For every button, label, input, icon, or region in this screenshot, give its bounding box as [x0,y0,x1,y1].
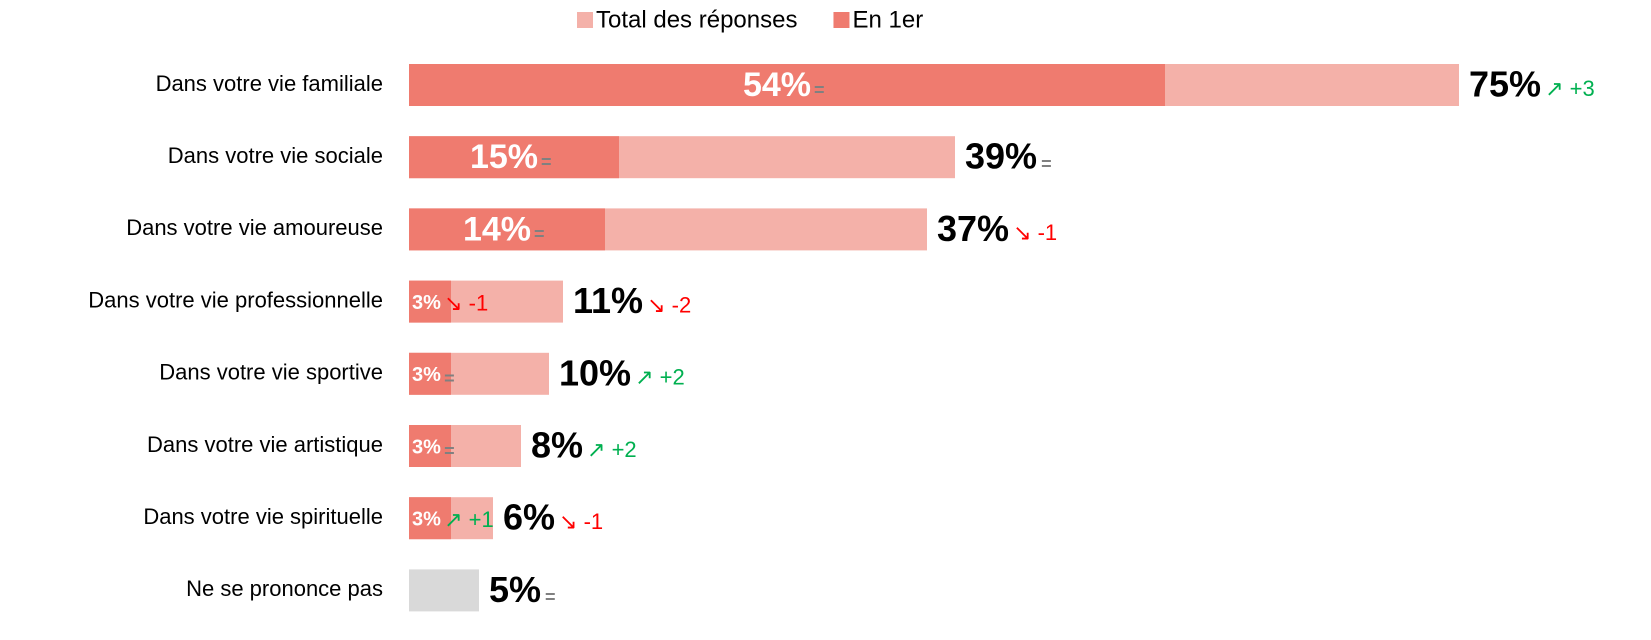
total-value-label: 11% [573,280,643,321]
total-change: ↗ +3 [1545,76,1595,101]
total-change: ↗ +2 [587,437,637,462]
inner-value-label: 3% [412,364,441,386]
inner-value-label: 14% [463,210,531,248]
bar-first [409,425,451,467]
total-change: ↘ -1 [559,509,603,534]
bar-first [409,136,619,179]
inner-change: = [541,152,552,172]
total-value-label: 8% [531,425,583,466]
category-label: Dans votre vie professionnelle [88,287,383,312]
bar-first [409,497,451,540]
category-label: Dans votre vie artistique [147,432,383,457]
total-value-label: 5% [489,569,541,610]
inner-value-label: 54% [743,66,811,104]
inner-value-label: 3% [412,508,441,530]
bar-first [409,64,1165,106]
bar-total [409,569,479,612]
inner-value-label: 3% [412,436,441,458]
total-change: ↗ +2 [635,365,685,390]
inner-value-label: 3% [412,292,441,314]
inner-change: = [534,224,545,244]
category-label: Dans votre vie spirituelle [143,504,383,529]
total-change: ↘ -2 [647,292,691,317]
total-value-label: 10% [559,352,631,393]
total-value-label: 6% [503,497,555,538]
total-value-label: 37% [937,208,1009,249]
bar-first [409,208,605,251]
inner-change: = [444,369,455,389]
inner-change: ↗ +1 [444,507,494,532]
total-value-label: 75% [1469,64,1541,105]
bar-first [409,280,451,323]
legend-swatch [833,12,850,28]
legend-label: En 1er [852,6,923,33]
legend-swatch [577,12,593,28]
category-label: Dans votre vie familiale [156,71,383,96]
inner-value-label: 15% [470,138,538,176]
total-value-label: 39% [965,136,1037,177]
category-label: Dans votre vie sportive [159,360,383,385]
category-label: Ne se prononce pas [186,576,383,601]
category-label: Dans votre vie amoureuse [126,215,383,240]
inner-change: = [814,80,825,100]
inner-change: = [444,441,455,461]
category-label: Dans votre vie sociale [168,143,383,168]
legend-label: Total des réponses [596,6,797,33]
total-change: ↘ -1 [1013,220,1057,245]
total-change: = [1041,154,1052,174]
bar-first [409,352,451,395]
total-change: = [545,587,556,607]
inner-change: ↘ -1 [444,290,488,315]
